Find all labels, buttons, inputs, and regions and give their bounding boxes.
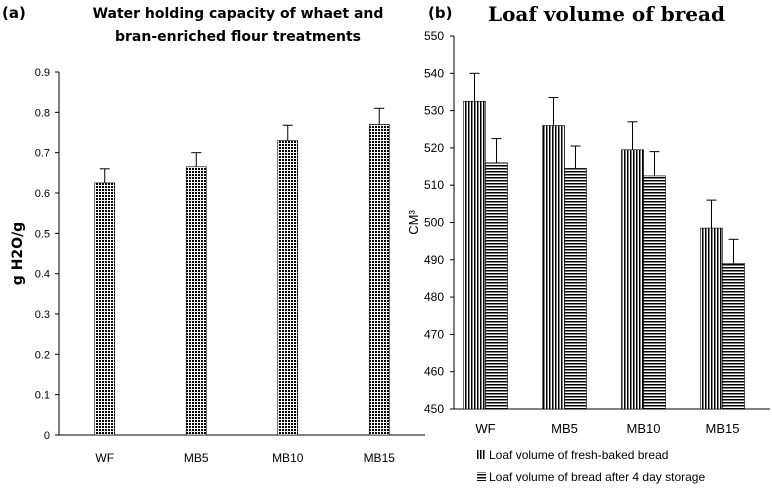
x-tick-label-a-MB10: MB10 — [272, 451, 304, 465]
y-tick-label-a-1: 0.1 — [35, 390, 50, 402]
y-tick-label-b-10: 550 — [424, 29, 444, 43]
y-tick-label-a-9: 0.9 — [35, 67, 50, 79]
bar-b-s2-MB15 — [722, 263, 745, 410]
bar-b-s2-WF — [485, 162, 508, 410]
bar-b-s1-MB10 — [621, 149, 644, 410]
x-tick-label-b-MB15: MB15 — [706, 421, 740, 436]
x-tick-label-b-MB10: MB10 — [627, 421, 661, 436]
chart-b: 450 460 470 480 490 500 510 520 530 540 550 WF MB5 MB… — [406, 29, 770, 484]
chart-b-title: Loaf volume of bread — [488, 2, 725, 26]
bar-a-WF — [94, 182, 116, 436]
y-tick-label-a-2: 0.2 — [35, 349, 50, 361]
legend-label-1: Loaf volume of fresh-baked bread — [489, 448, 668, 462]
bar-b-s2-MB10 — [643, 175, 666, 410]
bar-b-s1-WF — [463, 100, 486, 410]
y-tick-label-b-9: 540 — [424, 66, 444, 80]
x-tick-label-a-MB5: MB5 — [184, 451, 209, 465]
bar-b-s1-MB5 — [542, 125, 565, 410]
x-tick-label-a-WF: WF — [95, 451, 114, 465]
panel-label-b: (b) — [428, 4, 453, 22]
y-tick-label-b-8: 530 — [424, 104, 444, 118]
y-tick-label-b-2: 470 — [424, 327, 444, 341]
y-tick-label-a-6: 0.6 — [35, 188, 50, 200]
chart-a-title: Water holding capacity of whaet and bran… — [78, 3, 398, 49]
y-axis-label-b: CM³ — [406, 210, 421, 235]
y-tick-label-b-6: 510 — [424, 178, 444, 192]
bar-a-MB15 — [368, 124, 390, 436]
y-tick-label-b-1: 460 — [424, 365, 444, 379]
y-tick-label-a-7: 0.7 — [35, 148, 50, 160]
panel-label-a: (a) — [2, 4, 26, 22]
legend-swatch-2 — [477, 472, 486, 481]
y-tick-label-a-8: 0.8 — [35, 107, 50, 119]
chart-a: 0 0.1 0.2 0.3 0.4 0.5 0.6 0.7 0.8 0.9 WF MB5 MB10 MB1… — [10, 67, 425, 465]
bar-a-MB10 — [277, 140, 299, 436]
y-tick-label-b-0: 450 — [424, 402, 444, 416]
x-tick-label-b-WF: WF — [475, 421, 495, 436]
legend-swatch-1 — [477, 450, 486, 459]
y-tick-label-a-4: 0.4 — [35, 269, 50, 281]
chart-a-title-line-2: bran-enriched flour treatments — [114, 29, 362, 45]
legend-label-2: Loaf volume of bread after 4 day storage — [489, 470, 705, 484]
y-tick-label-a-0: 0 — [44, 430, 50, 442]
y-axis-label-a: g H2O/g — [10, 222, 26, 285]
bar-b-s2-MB5 — [564, 168, 587, 410]
y-tick-label-b-5: 500 — [424, 216, 444, 230]
bar-b-s1-MB15 — [700, 227, 723, 410]
chart-a-title-line-1: Water holding capacity of whaet and — [92, 6, 384, 22]
x-tick-label-a-MB15: MB15 — [364, 451, 396, 465]
y-tick-label-b-3: 480 — [424, 290, 444, 304]
y-tick-label-b-7: 520 — [424, 141, 444, 155]
bar-a-MB5 — [185, 166, 207, 436]
y-tick-label-a-5: 0.5 — [35, 228, 50, 240]
y-tick-label-b-4: 490 — [424, 253, 444, 267]
y-tick-label-a-3: 0.3 — [35, 309, 50, 321]
x-tick-label-b-MB5: MB5 — [551, 421, 578, 436]
